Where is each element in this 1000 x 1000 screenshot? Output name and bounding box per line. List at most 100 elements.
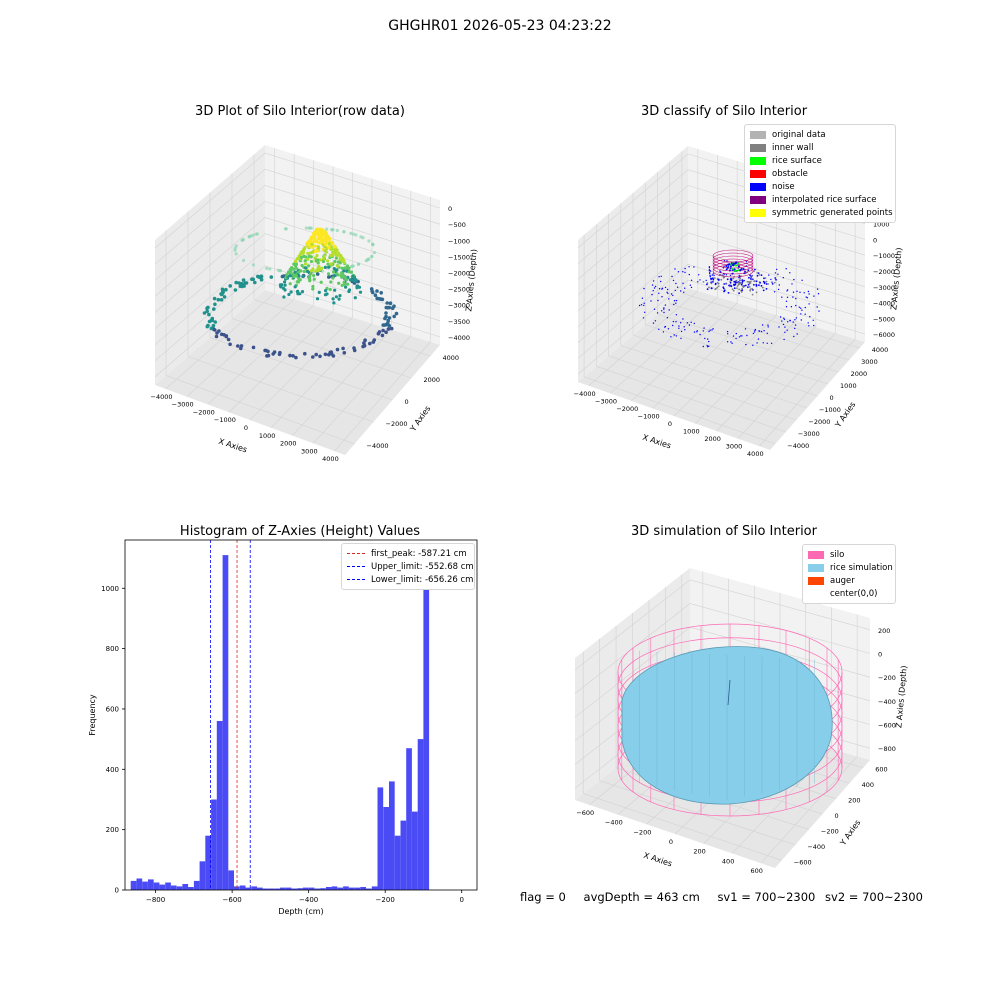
- noise-point: [800, 319, 802, 321]
- x-tick-label: 1000: [683, 428, 700, 436]
- noise-point: [651, 284, 654, 286]
- z-tick-label: 200: [878, 627, 890, 635]
- wall-point: [740, 291, 743, 293]
- wall-point: [754, 268, 756, 271]
- data-point: [380, 333, 385, 338]
- panel2-legend: original data inner wall rice surface ob…: [744, 124, 896, 223]
- noise-point: [782, 277, 784, 279]
- noise-point: [673, 300, 676, 302]
- noise-point: [643, 302, 645, 304]
- data-point: [304, 226, 308, 230]
- data-point: [344, 277, 348, 281]
- noise-point: [786, 290, 788, 292]
- noise-point: [712, 328, 714, 330]
- histogram-bar: [280, 887, 286, 890]
- noise-point: [670, 293, 673, 295]
- data-point: [324, 235, 328, 239]
- histogram-bar: [222, 555, 229, 890]
- data-point: [298, 278, 302, 282]
- data-point: [323, 265, 327, 269]
- data-point: [312, 273, 316, 278]
- histogram-bar: [325, 887, 332, 890]
- data-point: [291, 354, 295, 358]
- x-tick-label: −3000: [172, 401, 194, 409]
- z-tick-label: −1000: [448, 237, 470, 245]
- noise-point: [668, 309, 670, 311]
- data-point: [283, 227, 287, 231]
- wall-point: [741, 280, 744, 283]
- data-point: [316, 266, 320, 270]
- data-point: [326, 262, 330, 266]
- wall-point: [728, 285, 731, 288]
- wall-point: [767, 283, 769, 285]
- data-point: [342, 269, 346, 273]
- noise-point: [708, 266, 711, 268]
- y-tick-label: −2000: [386, 420, 408, 428]
- wall-point: [716, 286, 719, 289]
- data-point: [255, 274, 260, 279]
- y-tick-label: 400: [862, 781, 874, 789]
- data-point: [362, 343, 367, 348]
- data-point: [369, 287, 374, 291]
- rice-surface-point: [727, 263, 730, 266]
- wall-point: [712, 277, 714, 280]
- data-point: [340, 275, 344, 279]
- legend-item-silo: silo: [808, 548, 890, 561]
- y-tick-label: 600: [106, 705, 119, 713]
- data-point: [307, 254, 311, 258]
- wall-point: [753, 284, 755, 286]
- legend-item-rice-surface: rice surface: [750, 154, 890, 167]
- histogram-bar: [148, 879, 154, 890]
- wall-point: [741, 287, 743, 290]
- noise-point: [674, 268, 676, 270]
- wall-point: [747, 269, 750, 272]
- data-point: [328, 287, 332, 292]
- noise-point: [787, 289, 789, 291]
- histogram-bar: [417, 739, 424, 890]
- histogram-bar: [406, 748, 412, 890]
- y-tick-label: −3000: [798, 430, 820, 438]
- noise-point: [676, 286, 679, 288]
- wall-point: [732, 277, 735, 280]
- noise-point: [690, 321, 692, 323]
- data-point: [311, 267, 315, 271]
- wall-point: [747, 286, 749, 288]
- noise-point: [799, 291, 801, 293]
- data-point: [325, 227, 329, 231]
- noise-point: [817, 293, 820, 295]
- histogram-bar: [371, 886, 378, 890]
- histogram-bar: [308, 887, 315, 890]
- histogram-bar: [176, 886, 183, 890]
- wall-point: [748, 280, 750, 283]
- wall-point: [765, 280, 768, 283]
- wall-point: [730, 279, 733, 282]
- noise-point: [708, 330, 710, 333]
- data-point: [290, 266, 294, 270]
- data-point: [279, 285, 283, 289]
- z-tick-label: 0: [448, 205, 452, 213]
- noise-point: [642, 317, 645, 319]
- data-point: [308, 272, 312, 276]
- data-point: [383, 316, 387, 321]
- wall-point: [748, 276, 750, 279]
- data-point: [333, 288, 337, 292]
- noise-point: [693, 322, 695, 325]
- data-point: [333, 259, 337, 264]
- grid-line: [154, 249, 441, 345]
- figure-title: GHGHR01 2026-05-23 04:23:22: [388, 18, 612, 34]
- data-point: [220, 287, 225, 292]
- noise-point: [778, 326, 780, 328]
- y-tick-label: 3000: [861, 358, 878, 366]
- grid-line: [577, 200, 866, 296]
- data-point: [303, 259, 307, 263]
- legend-item-obstacle: obstacle: [750, 167, 890, 180]
- histogram-bar: [188, 887, 194, 890]
- z-tick-label: −4000: [873, 300, 895, 308]
- grid-line: [620, 345, 808, 409]
- y-tick-label: 200: [848, 797, 860, 805]
- noise-point: [680, 290, 682, 292]
- data-point: [349, 231, 353, 235]
- noise-point: [638, 304, 641, 307]
- data-point: [283, 288, 287, 292]
- data-point: [259, 274, 264, 279]
